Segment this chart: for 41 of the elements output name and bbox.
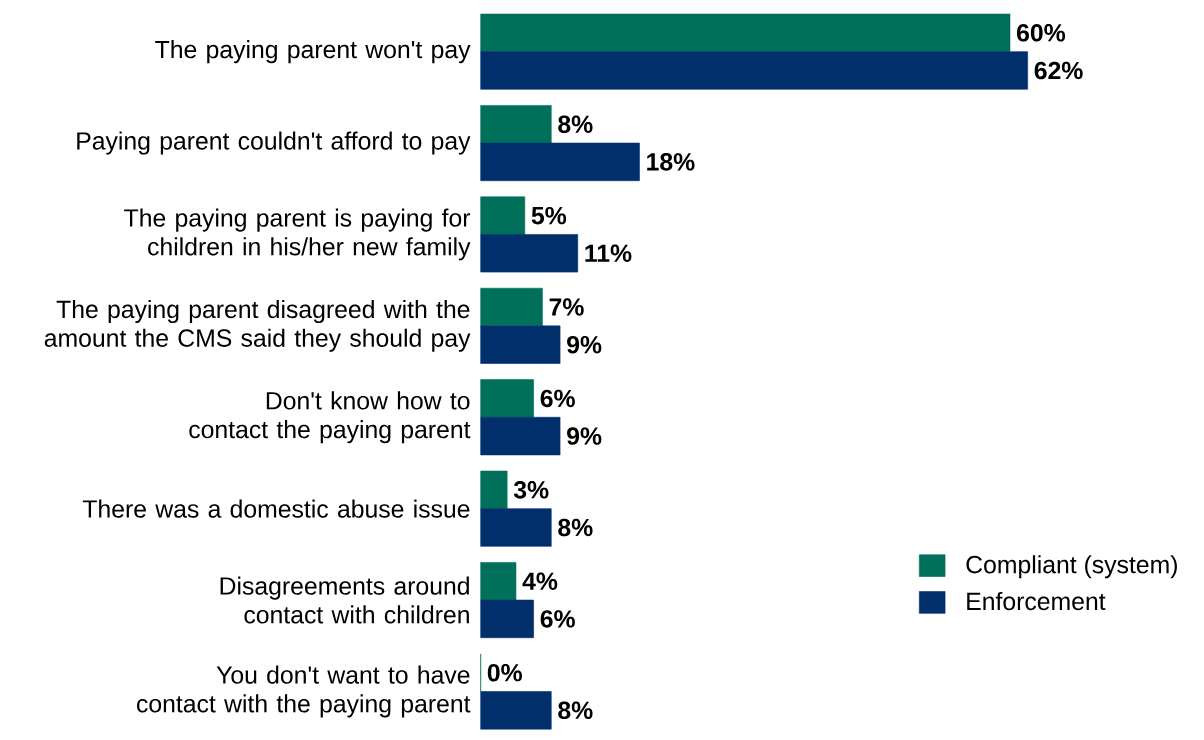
data-label: 62% [1034, 61, 1083, 80]
bar [480, 234, 579, 273]
data-label: 3% [513, 480, 549, 499]
legend-label: Enforcement [967, 591, 1106, 611]
data-label: 8% [558, 701, 593, 719]
data-label: 6% [540, 389, 575, 408]
data-label: 9% [567, 335, 602, 354]
data-label: 6% [540, 610, 575, 628]
bar [480, 379, 534, 418]
bar [480, 599, 534, 638]
y-tick-label: There was a domestic abuse issue [82, 499, 470, 518]
bar [480, 287, 543, 327]
y-tick-label: Disagreements around contact with children [220, 576, 469, 624]
bar [480, 470, 508, 509]
y-tick-label: Paying parent couldn't afford to pay [77, 131, 471, 155]
legend-label: Compliant (system) [966, 555, 1177, 579]
data-label: 11% [585, 244, 632, 262]
bar [480, 562, 517, 601]
data-label: 9% [567, 427, 602, 445]
data-label: 18% [647, 153, 695, 171]
bar [480, 196, 526, 235]
bar [480, 142, 640, 181]
bar [480, 51, 1028, 90]
y-tick-label: The paying parent is paying for children in his/her new family [124, 208, 471, 261]
bar [480, 416, 561, 456]
data-label: 8% [558, 115, 593, 133]
data-label: 0% [487, 663, 522, 682]
y-tick-label: Don't know how to contact the paying parent [189, 391, 471, 444]
y-tick-label: You don't want to have contact with the paying parent [137, 665, 471, 718]
bar [480, 105, 552, 144]
bar [480, 508, 552, 547]
data-label: 8% [558, 518, 593, 537]
data-label: 7% [549, 298, 584, 316]
y-tick-label: The paying parent disagreed with the amount the CMS said they should pay [44, 299, 471, 352]
bar [480, 691, 552, 730]
bar [480, 13, 1011, 52]
data-label: 5% [531, 206, 567, 225]
data-label: 4% [522, 572, 558, 590]
bar [480, 325, 561, 364]
y-tick-label: The paying parent won't pay [155, 40, 471, 64]
data-label: 60% [1017, 23, 1066, 42]
